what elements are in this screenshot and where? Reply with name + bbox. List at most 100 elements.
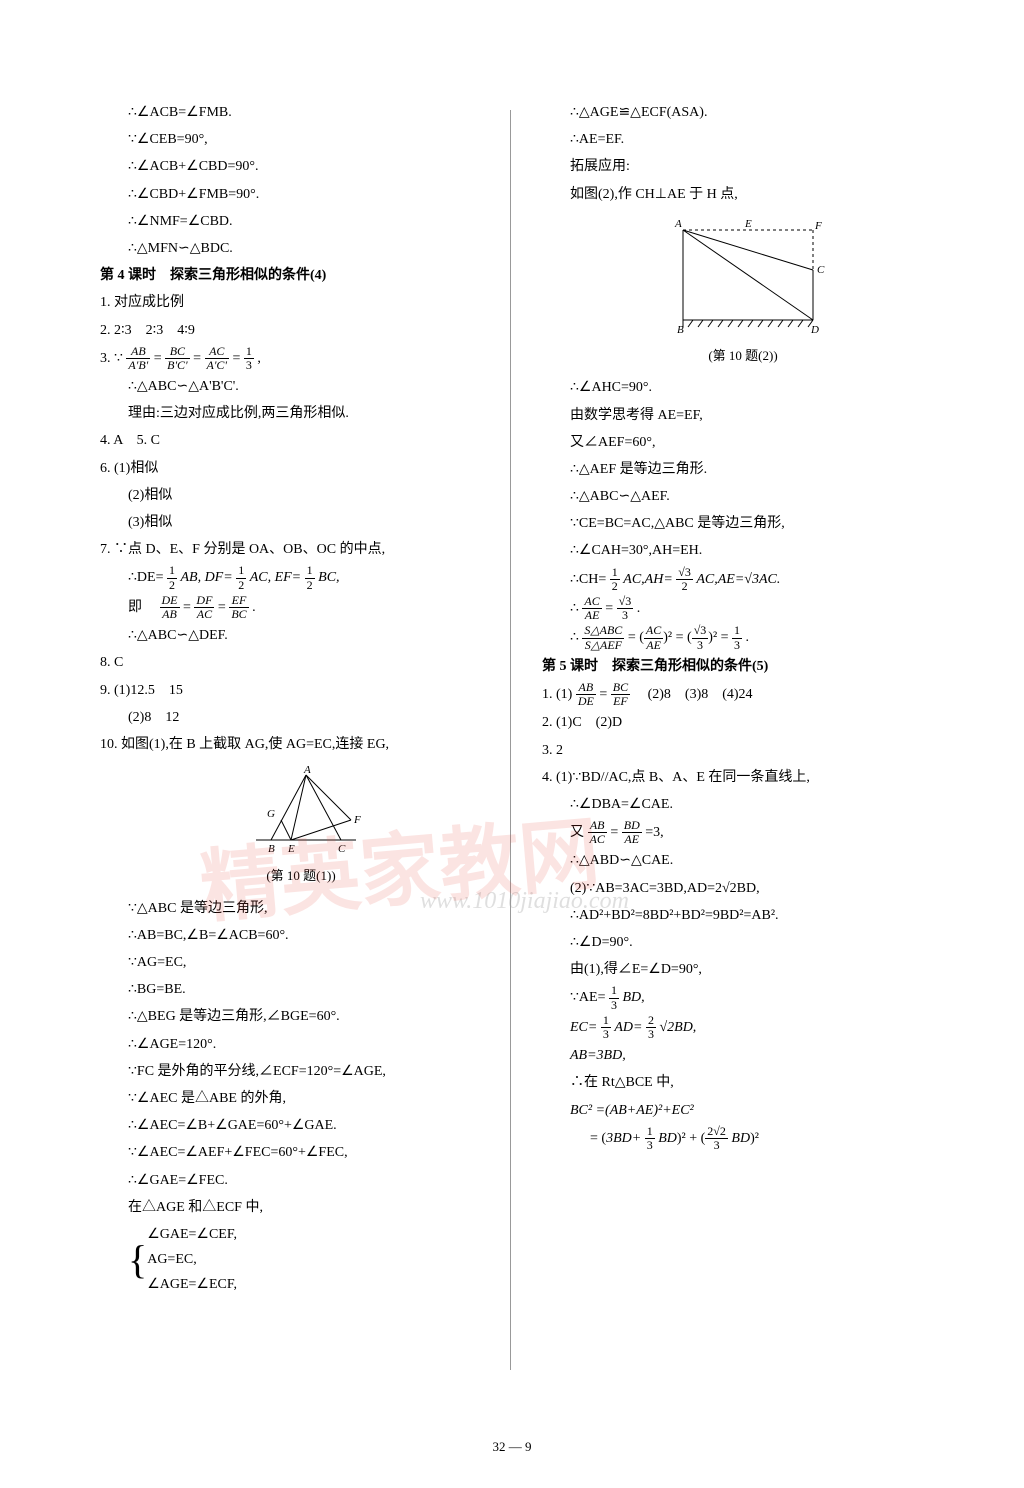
fraction: √33 [692,624,709,651]
numerator: AB [576,681,596,695]
text: BD [658,1131,677,1146]
svg-text:D: D [810,324,819,335]
text-line: 4. (1)∵BD//AC,点 B、A、E 在同一条直线上, [542,765,944,790]
section-heading: 第 4 课时 探索三角形相似的条件(4) [100,263,502,288]
svg-text:C: C [817,264,825,276]
text-line: ∴△ABC∽△AEF. [542,484,944,509]
text: AD= [614,1020,642,1035]
svg-text:B: B [677,324,684,335]
equals: = [183,600,191,615]
text-line: 9. (1)12.5 15 [100,678,502,703]
text-line: ∵AG=EC, [100,950,502,975]
fraction: 12 [236,564,246,591]
text: BD [731,1131,750,1146]
text-line: ∵AE= 13 BD, [542,984,944,1011]
text-line: ∴ S△ABCS△AEF = (ACAE)² = (√33)² = 13 . [542,624,944,651]
fraction: ABDE [576,681,596,708]
text-line: 10. 如图(1),在 B 上截取 AG,使 AG=EC,连接 EG, [100,732,502,757]
fraction: DEAB [160,594,180,621]
numerator: AC [644,624,663,638]
text-line: 8. C [100,650,502,675]
text: =3, [645,825,663,840]
fraction: ABAC [588,819,607,846]
text-line: 3. 2 [542,738,944,763]
figure-1: A G F B E C (第 10 题(1)) [100,765,502,888]
fraction: 23 [646,1014,656,1041]
text: (2)8 (3)8 (4)24 [634,687,753,702]
text-line: 理由:三边对应成比例,两三角形相似. [100,401,502,426]
fraction: 13 [609,984,619,1011]
numerator: 1 [645,1125,655,1139]
fraction: √32 [676,566,693,593]
denominator: 3 [617,609,634,622]
denominator: AE [622,833,642,846]
text: ∴ [570,601,579,616]
equals: = [154,351,162,366]
numerator: BC [611,681,630,695]
equals: = [610,825,618,840]
fraction: EFBC [229,594,248,621]
fraction: S△ABCS△AEF [582,624,624,651]
numerator: √3 [617,595,634,609]
left-column: ∴∠ACB=∠FMB. ∵∠CEB=90°, ∴∠ACB+∠CBD=90°. ∴… [100,100,502,1299]
numerator: 1 [236,564,246,578]
fraction: 12 [610,566,620,593]
text-line: ∴∠D=90°. [542,930,944,955]
fraction: √33 [617,595,634,622]
numerator: DE [160,594,180,608]
svg-text:F: F [353,814,361,826]
text-line: 4. A 5. C [100,428,502,453]
text-line: ∴∠CAH=30°,AH=EH. [542,538,944,563]
fraction: BDAE [622,819,642,846]
numerator: DF [194,594,214,608]
denominator: A'B' [126,359,150,372]
denominator: 2 [305,579,315,592]
denominator: AC [588,833,607,846]
fraction: 13 [732,624,742,651]
text: 1. (1) [542,687,572,702]
text: EC= [570,1020,597,1035]
brace-line: ∠AGE=∠ECF, [147,1272,237,1297]
text-line: ∵∠AEC=∠AEF+∠FEC=60°+∠FEC, [100,1140,502,1165]
page-content: ∴∠ACB=∠FMB. ∵∠CEB=90°, ∴∠ACB+∠CBD=90°. ∴… [100,100,944,1299]
text-line: EC= 13 AD= 23 √2BD, [542,1014,944,1041]
text-line: ∴ ACAE = √33 . [542,595,944,622]
text-line: ∴△BEG 是等边三角形,∠BGE=60°. [100,1004,502,1029]
numerator: √3 [676,566,693,580]
text-line: ∴BG=BE. [100,977,502,1002]
text-line: ∴△MFN∽△BDC. [100,236,502,261]
figure-2: A E F C B D (第 10 题(2)) [542,215,944,368]
fraction: BCB'C' [165,345,189,372]
text-line: ∴在 Rt△BCE 中, [542,1070,944,1095]
text: AB, DF= [180,570,232,585]
numerator: √3 [692,624,709,638]
numerator: AB [126,345,150,359]
text-line: ∴AE=EF. [542,127,944,152]
text: + [689,1131,697,1146]
text-line: ∴CH= 12 AC,AH= √32 AC,AE=√3AC. [542,566,944,593]
denominator: DE [576,695,596,708]
denominator: 3 [705,1139,728,1152]
text-line: BC² =(AB+AE)²+EC² [542,1098,944,1123]
text-line: 又∠AEF=60°, [542,430,944,455]
text-line: 如图(2),作 CH⊥AE 于 H 点, [542,182,944,207]
svg-text:C: C [338,843,346,855]
text-line: ∴DE= 12 AB, DF= 12 AC, EF= 12 BC, [100,564,502,591]
text-line: (2)8 12 [100,705,502,730]
equals: = [218,600,226,615]
equals: = [599,687,607,702]
equals: = [676,630,684,645]
denominator: 2 [676,580,693,593]
text-line: ∴∠GAE=∠FEC. [100,1168,502,1193]
svg-text:E: E [287,843,295,855]
text: AC, EF= [250,570,301,585]
text-line: 又 ABAC = BDAE =3, [542,819,944,846]
numerator: AC [205,345,229,359]
svg-text:F: F [814,220,822,232]
svg-text:A: A [303,765,311,776]
brace-line: AG=EC, [147,1247,237,1272]
equals: = [193,351,201,366]
text-line: 即 DEAB = DFAC = EFBC . [100,594,502,621]
text: . [637,601,641,616]
denominator: AB [160,608,180,621]
